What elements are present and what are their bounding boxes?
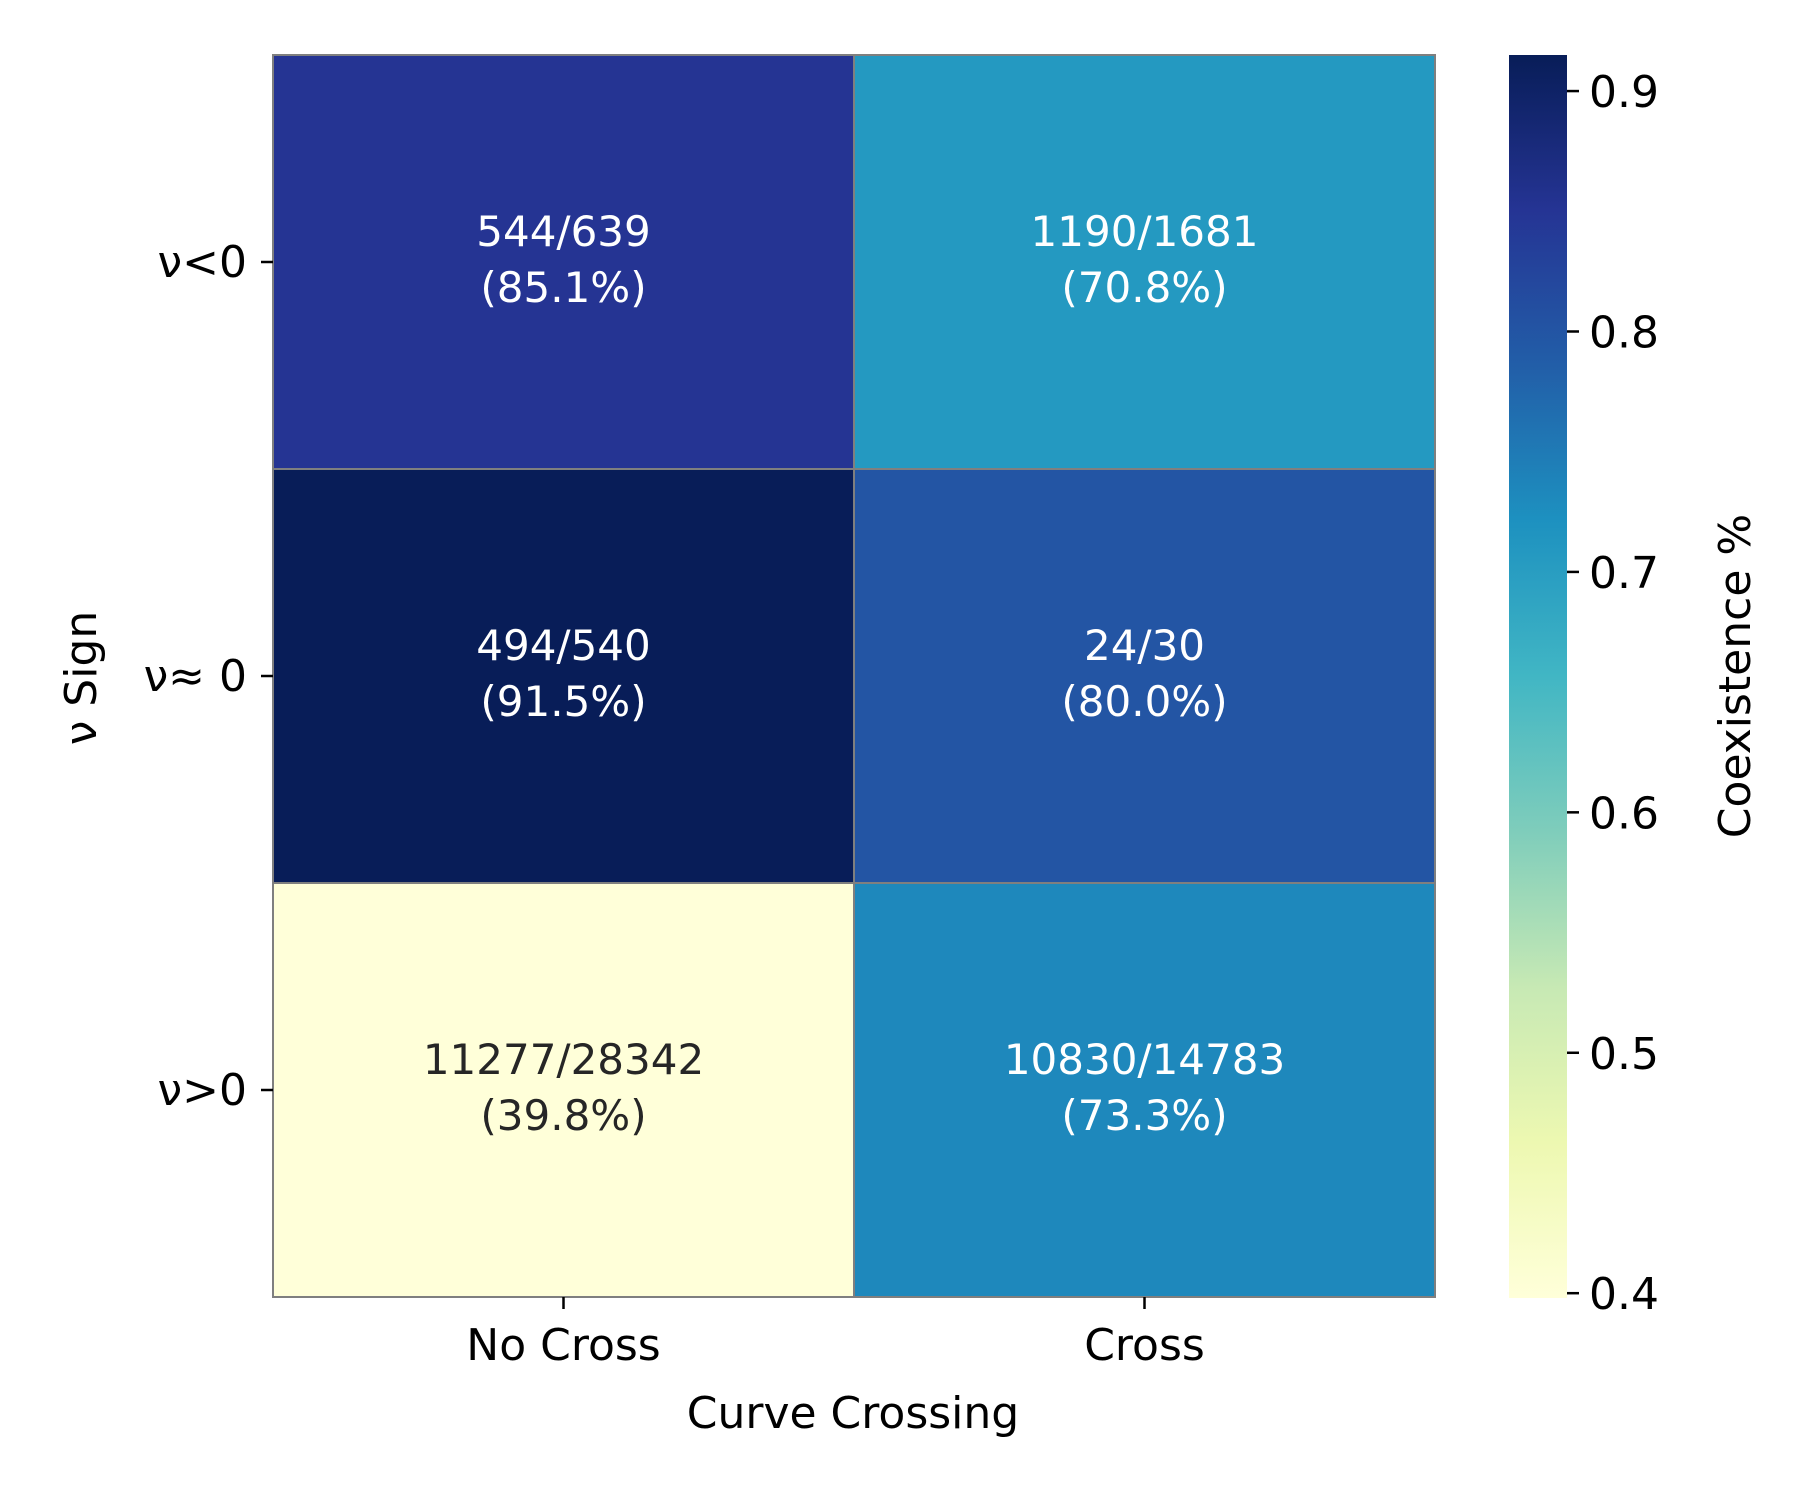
colorbar-tick-label: 0.6 — [1589, 788, 1659, 839]
y-axis: ν<0 ν≈ 0 ν>0 — [144, 237, 273, 1116]
cell-count-label: 24/30 — [1084, 621, 1205, 670]
colorbar-tick-label: 0.4 — [1589, 1269, 1659, 1320]
y-axis-label: ν Sign — [56, 611, 107, 746]
y-tick-label: ν>0 — [158, 1065, 247, 1116]
cell-percent-label: (85.1%) — [480, 263, 646, 312]
cell-percent-label: (39.8%) — [480, 1091, 646, 1140]
y-tick-label: ν<0 — [158, 237, 247, 288]
colorbar-ticks: 0.4 0.5 0.6 0.7 0.8 0.9 — [1567, 67, 1659, 1320]
x-axis-label: Curve Crossing — [687, 1388, 1019, 1439]
cell-percent-label: (91.5%) — [480, 677, 646, 726]
colorbar-gradient — [1509, 55, 1567, 1298]
heatmap-cell — [272, 468, 855, 884]
colorbar-tick-label: 0.5 — [1589, 1029, 1659, 1080]
heatmap-cell — [853, 54, 1436, 470]
cell-count-label: 1190/1681 — [1031, 207, 1259, 256]
x-tick-label: Cross — [1084, 1320, 1205, 1371]
colorbar: 0.4 0.5 0.6 0.7 0.8 0.9 Coexistence % — [1509, 55, 1761, 1320]
x-axis: No Cross Cross — [466, 1297, 1205, 1371]
cell-count-label: 10830/14783 — [1004, 1035, 1285, 1084]
colorbar-tick-label: 0.7 — [1589, 548, 1659, 599]
cell-count-label: 11277/28342 — [423, 1035, 704, 1084]
colorbar-tick-label: 0.8 — [1589, 307, 1659, 358]
heatmap-cells: 544/639 (85.1%) 1190/1681 (70.8%) 494/540 (91… — [272, 54, 1436, 1298]
y-tick-label: ν≈ 0 — [144, 651, 247, 702]
colorbar-tick-label: 0.9 — [1589, 67, 1659, 118]
cell-percent-label: (73.3%) — [1061, 1091, 1227, 1140]
cell-percent-label: (70.8%) — [1061, 263, 1227, 312]
heatmap-cell — [272, 882, 855, 1298]
colorbar-label: Coexistence % — [1710, 514, 1761, 838]
x-tick-label: No Cross — [466, 1320, 660, 1371]
heatmap-cell — [853, 468, 1436, 884]
cell-percent-label: (80.0%) — [1061, 677, 1227, 726]
cell-count-label: 544/639 — [476, 207, 650, 256]
cell-count-label: 494/540 — [476, 621, 650, 670]
heatmap-cell — [853, 882, 1436, 1298]
heatmap-cell — [272, 54, 855, 470]
